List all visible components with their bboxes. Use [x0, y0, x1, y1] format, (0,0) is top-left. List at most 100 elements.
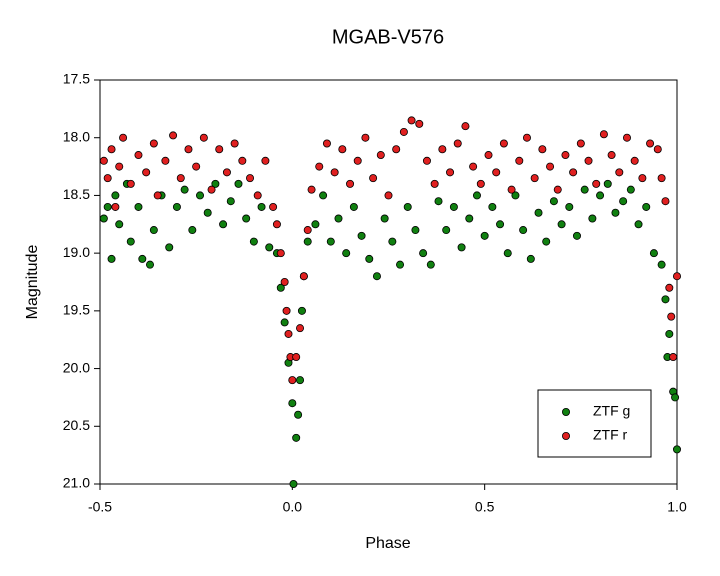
data-point [434, 197, 443, 206]
data-point [580, 185, 589, 194]
data-point [319, 191, 328, 200]
data-point [438, 145, 447, 154]
data-point [576, 139, 585, 148]
data-point [530, 174, 539, 183]
data-point [338, 145, 347, 154]
data-point [469, 162, 478, 171]
data-point [242, 214, 251, 223]
data-point [657, 174, 666, 183]
data-point [607, 151, 616, 160]
data-point [215, 145, 224, 154]
data-point [557, 220, 566, 229]
data-point [665, 329, 674, 338]
data-point [453, 139, 462, 148]
y-tick-label: 20.5 [63, 417, 90, 433]
data-point [246, 174, 255, 183]
data-point [342, 249, 351, 258]
data-point [519, 226, 528, 235]
data-point [611, 208, 620, 217]
y-tick-label: 19.5 [63, 302, 90, 318]
data-point [549, 197, 558, 206]
chart-title: MGAB-V576 [332, 26, 444, 48]
data-point [372, 272, 381, 281]
data-point [673, 272, 682, 281]
data-point [253, 191, 262, 200]
data-point [526, 254, 535, 263]
data-point [99, 214, 108, 223]
data-point [407, 116, 416, 125]
data-point [276, 249, 285, 258]
data-point [661, 295, 670, 304]
data-point [365, 254, 374, 263]
data-point [492, 168, 501, 177]
legend-marker [562, 407, 571, 416]
data-point [357, 231, 366, 240]
y-tick-label: 21.0 [63, 475, 90, 491]
data-point [569, 168, 578, 177]
data-point [192, 162, 201, 171]
data-point [484, 151, 493, 160]
data-point [280, 318, 289, 327]
data-point [634, 220, 643, 229]
data-point [419, 249, 428, 258]
data-point [226, 197, 235, 206]
data-point [134, 151, 143, 160]
data-point [399, 127, 408, 136]
data-point [184, 145, 193, 154]
data-point [565, 202, 574, 211]
data-point [415, 119, 424, 128]
data-point [284, 329, 293, 338]
y-tick-label: 19.0 [63, 244, 90, 260]
data-point [449, 202, 458, 211]
data-point [392, 145, 401, 154]
data-point [603, 179, 612, 188]
data-point [107, 145, 116, 154]
data-point [411, 226, 420, 235]
x-tick-label: 0.5 [475, 499, 495, 515]
data-point [553, 185, 562, 194]
data-point [292, 433, 301, 442]
data-point [211, 179, 220, 188]
data-point [346, 179, 355, 188]
data-point [126, 179, 135, 188]
data-point [592, 179, 601, 188]
data-point [111, 202, 120, 211]
data-point [280, 277, 289, 286]
data-point [626, 185, 635, 194]
data-point [480, 231, 489, 240]
data-point [165, 243, 174, 252]
data-point [457, 243, 466, 252]
data-point [265, 243, 274, 252]
data-point [334, 214, 343, 223]
data-point [219, 220, 228, 229]
data-point [115, 162, 124, 171]
data-point [646, 139, 655, 148]
data-point [149, 226, 158, 235]
plot-frame [99, 79, 678, 485]
data-point [289, 479, 298, 488]
data-point [288, 376, 297, 385]
data-point [396, 260, 405, 269]
data-point [671, 393, 680, 402]
data-point [499, 139, 508, 148]
data-point [261, 156, 270, 165]
data-point [230, 139, 239, 148]
y-tick-label: 17.5 [63, 71, 90, 87]
data-point [146, 260, 155, 269]
data-point [649, 249, 658, 258]
data-point [282, 306, 291, 315]
data-point [596, 191, 605, 200]
data-point [196, 191, 205, 200]
data-point [669, 353, 678, 362]
data-point [430, 179, 439, 188]
data-point [476, 179, 485, 188]
data-point [465, 214, 474, 223]
data-point [180, 185, 189, 194]
legend-label: ZTF r [593, 427, 628, 443]
data-point [472, 191, 481, 200]
data-point [330, 168, 339, 177]
data-point [303, 226, 312, 235]
data-point [203, 208, 212, 217]
data-point [638, 174, 647, 183]
